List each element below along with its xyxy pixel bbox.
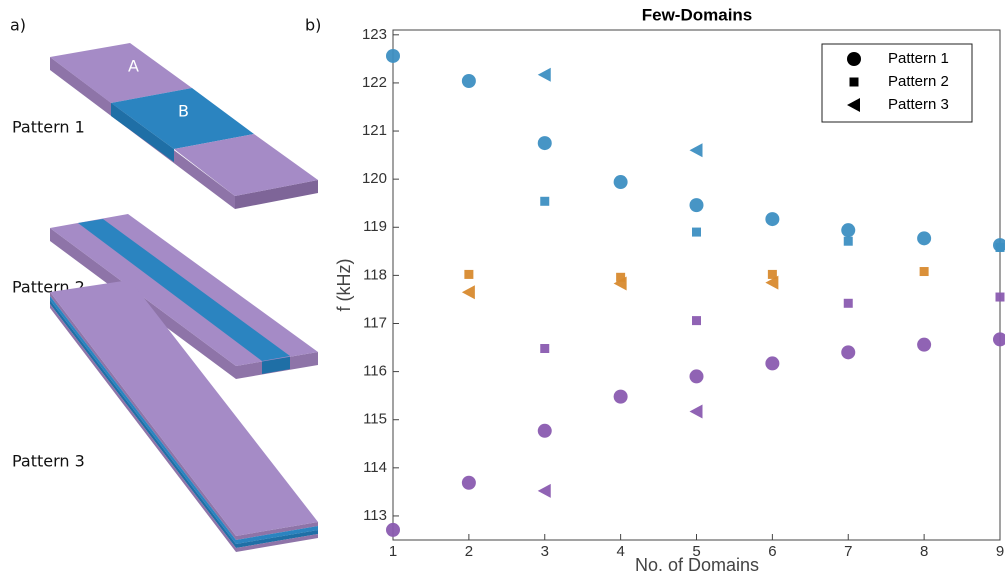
data-point (540, 344, 550, 354)
data-point (537, 483, 551, 498)
y-tick-label: 123 (362, 26, 387, 43)
data-point (993, 332, 1005, 347)
data-point (386, 522, 400, 537)
x-axis-label: No. of Domains (635, 555, 759, 575)
y-tick-label: 122 (362, 74, 387, 91)
data-point (616, 272, 626, 282)
data-point (461, 475, 476, 490)
legend-marker (847, 52, 861, 66)
pattern-label: Pattern 1 (12, 118, 85, 137)
data-point (689, 404, 703, 419)
x-tick-label: 6 (768, 543, 776, 560)
data-point (767, 269, 777, 279)
y-tick-label: 114 (363, 459, 387, 476)
data-point (689, 369, 704, 384)
x-tick-label: 4 (616, 543, 624, 560)
y-tick-label: 118 (363, 266, 387, 283)
chart-title: Few-Domains (642, 5, 753, 24)
data-point (613, 276, 627, 291)
legend-marker (847, 98, 860, 112)
x-tick-label: 2 (465, 543, 473, 560)
data-point (995, 242, 1005, 252)
data-point (613, 175, 628, 190)
data-point (461, 74, 476, 88)
data-point (917, 231, 932, 246)
data-point (540, 196, 550, 206)
legend-label: Pattern 2 (888, 73, 949, 90)
y-axis-label: f (kHz) (334, 259, 354, 312)
slab-pattern-1 (50, 43, 318, 209)
data-point (464, 269, 474, 279)
slab-pattern-3 (50, 280, 318, 552)
data-point (386, 48, 400, 63)
x-tick-label: 3 (541, 543, 549, 560)
panel-label: b) (305, 16, 321, 35)
x-tick-label: 7 (844, 543, 852, 560)
x-tick-label: 5 (692, 543, 700, 560)
data-point (765, 212, 780, 227)
data-point (841, 223, 856, 238)
y-tick-label: 120 (362, 170, 387, 187)
legend-label: Pattern 3 (888, 96, 949, 113)
pattern-label: Pattern 3 (12, 452, 85, 471)
data-point (537, 423, 552, 438)
data-point (919, 267, 929, 277)
data-point (765, 356, 780, 371)
y-tick-label: 113 (363, 507, 387, 524)
panel-label: a) (10, 16, 26, 35)
data-point (689, 198, 704, 213)
data-point (917, 337, 932, 352)
data-point (689, 143, 703, 158)
data-point (537, 67, 551, 82)
data-point (613, 389, 628, 404)
x-tick-label: 1 (389, 543, 397, 560)
region-label: A (128, 57, 139, 76)
y-tick-label: 119 (363, 218, 387, 235)
legend-label: Pattern 1 (888, 50, 949, 67)
x-tick-label: 8 (920, 543, 928, 560)
data-point (461, 285, 475, 300)
data-point (537, 136, 552, 151)
data-point (995, 292, 1005, 302)
data-point (692, 227, 701, 237)
legend-box (821, 43, 973, 123)
x-tick-label: 9 (996, 543, 1004, 560)
data-point (692, 316, 701, 326)
data-point (843, 236, 853, 246)
data-point (843, 298, 853, 308)
y-tick-label: 115 (363, 411, 387, 428)
y-tick-label: 121 (362, 122, 387, 139)
y-tick-label: 116 (363, 363, 387, 380)
data-point (841, 345, 856, 360)
data-point (765, 275, 779, 290)
region-label: B (178, 102, 189, 121)
legend-marker (849, 77, 859, 87)
y-tick-label: 117 (363, 314, 387, 331)
